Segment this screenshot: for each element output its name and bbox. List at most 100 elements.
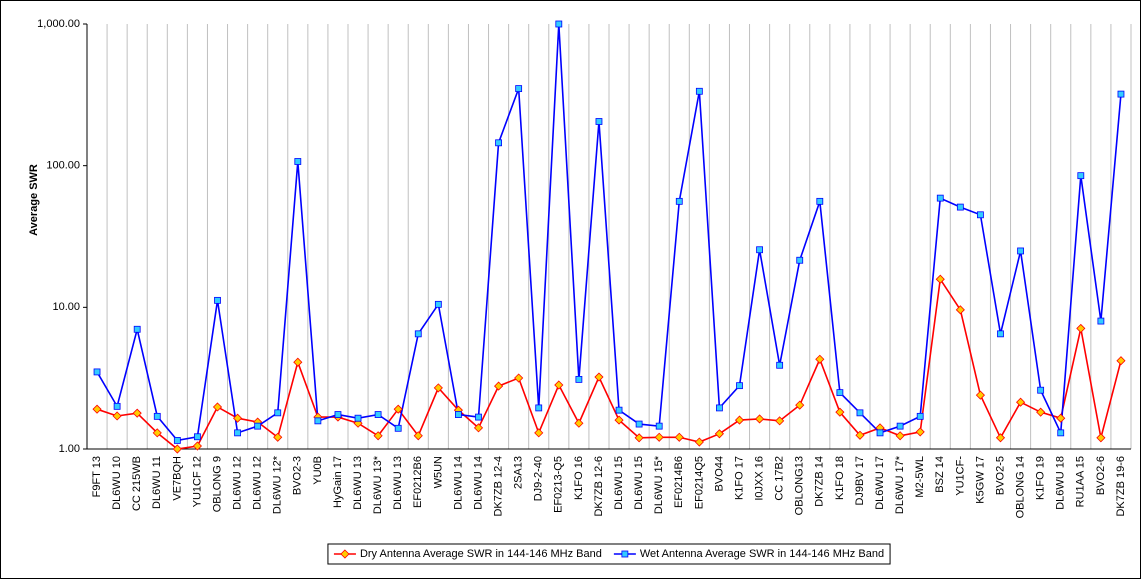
legend-label: Dry Antenna Average SWR in 144-146 MHz B… xyxy=(360,548,602,560)
data-point xyxy=(1096,433,1106,443)
x-tick-label: K1FO 16 xyxy=(573,456,585,500)
data-point xyxy=(815,354,825,364)
x-tick-label: DJ9-2-40 xyxy=(533,456,545,501)
data-point xyxy=(595,118,603,125)
data-point xyxy=(995,433,1006,443)
data-point xyxy=(1017,247,1024,255)
data-point xyxy=(876,429,884,437)
x-tick-label: DL6WU 18 xyxy=(1055,456,1067,510)
data-point xyxy=(935,274,945,284)
data-point xyxy=(675,197,683,205)
data-point xyxy=(756,246,763,254)
x-tick-label: BVO44 xyxy=(713,456,725,491)
data-point xyxy=(594,372,604,382)
data-point xyxy=(273,432,283,442)
x-tick-label: DK7ZB 19-6 xyxy=(1115,456,1127,517)
x-tick-label: OBLONG 14 xyxy=(1014,456,1026,518)
data-point xyxy=(855,430,865,440)
data-point xyxy=(514,373,524,383)
x-tick-label: DL6WU 15* xyxy=(653,455,665,514)
data-point xyxy=(574,418,584,428)
legend-box xyxy=(327,543,891,565)
x-tick-label: DL6WU 14 xyxy=(452,456,464,510)
x-tick-label: DL6WU 11 xyxy=(151,456,163,509)
data-point xyxy=(615,406,623,414)
data-point xyxy=(1037,386,1045,394)
data-point xyxy=(776,361,784,369)
y-tick-label: 1,000.00 xyxy=(37,18,80,30)
data-point xyxy=(233,413,243,423)
data-point xyxy=(172,444,182,454)
legend-item: Dry Antenna Average SWR in 144-146 MHz B… xyxy=(333,548,602,560)
x-tick-label: BVO2-6 xyxy=(1095,456,1107,495)
data-point xyxy=(836,389,844,397)
x-tick-label: DL6WU 13 xyxy=(392,456,404,510)
series-line xyxy=(96,23,1122,442)
x-tick-label: I0JXX 16 xyxy=(753,456,765,501)
x-tick-label: CC 17B2 xyxy=(774,456,786,501)
data-point xyxy=(634,433,644,443)
x-tick-label: DL6WU 12 xyxy=(252,456,264,510)
data-point xyxy=(354,414,362,422)
data-point xyxy=(433,383,443,393)
x-tick-label: OBLONG13 xyxy=(794,456,806,515)
data-point xyxy=(795,400,805,410)
data-point xyxy=(294,158,302,165)
data-point xyxy=(614,415,624,425)
data-point xyxy=(413,431,423,441)
data-point xyxy=(796,256,804,264)
x-tick-label: W5UN xyxy=(432,456,444,488)
x-tick-label: VE7BQH xyxy=(171,456,183,501)
data-point xyxy=(716,404,723,412)
data-point xyxy=(314,417,322,425)
legend-marker xyxy=(340,549,350,559)
x-tick-label: BSZ 14 xyxy=(934,456,946,493)
data-point xyxy=(515,85,523,92)
data-point xyxy=(635,420,643,428)
data-point xyxy=(714,429,724,439)
data-point xyxy=(192,441,202,451)
y-tick-label: 100.00 xyxy=(46,160,80,172)
x-tick-label: K1FO 18 xyxy=(834,456,846,500)
data-point xyxy=(956,203,964,211)
data-point xyxy=(394,424,402,432)
data-point xyxy=(856,409,864,417)
data-point xyxy=(695,87,703,95)
x-tick-label: YU0B xyxy=(312,456,324,485)
data-point xyxy=(1076,323,1086,333)
data-point xyxy=(234,429,241,437)
data-point xyxy=(916,412,924,420)
x-tick-label: DL6WU 13 xyxy=(352,456,364,510)
data-point xyxy=(475,413,482,421)
data-point xyxy=(1016,397,1026,407)
y-tick-label: 1.00 xyxy=(59,443,80,455)
x-tick-label: 2SA13 xyxy=(513,456,525,489)
data-point xyxy=(835,407,845,417)
legend-label: Wet Antenna Average SWR in 144-146 MHz B… xyxy=(640,548,884,560)
x-tick-label: DL6WU 12 xyxy=(231,456,243,510)
data-point xyxy=(535,404,543,412)
x-tick-label: DL6WU 12* xyxy=(272,455,284,514)
data-point xyxy=(896,422,904,430)
y-tick-label: 10.00 xyxy=(52,301,80,313)
data-point xyxy=(895,431,905,441)
data-point xyxy=(212,402,223,412)
data-point xyxy=(975,390,985,400)
data-point xyxy=(373,431,383,441)
data-point xyxy=(152,428,162,438)
data-point xyxy=(92,404,102,414)
x-tick-label: DL6WU 14 xyxy=(472,456,484,510)
data-point xyxy=(434,300,442,308)
data-point xyxy=(694,437,704,447)
legend: Dry Antenna Average SWR in 144-146 MHz B… xyxy=(327,543,891,565)
data-point xyxy=(254,422,262,430)
data-point xyxy=(736,382,743,390)
data-point xyxy=(775,416,785,426)
data-point xyxy=(555,20,563,28)
x-tick-label: DL6WU 17 xyxy=(874,456,886,510)
x-tick-label: DL6WU 10 xyxy=(111,456,123,510)
x-tick-label: DL6WU 17* xyxy=(894,455,906,514)
x-tick-label: DJ9BV 17 xyxy=(854,456,866,506)
data-point xyxy=(654,432,664,442)
data-point xyxy=(1057,429,1065,437)
